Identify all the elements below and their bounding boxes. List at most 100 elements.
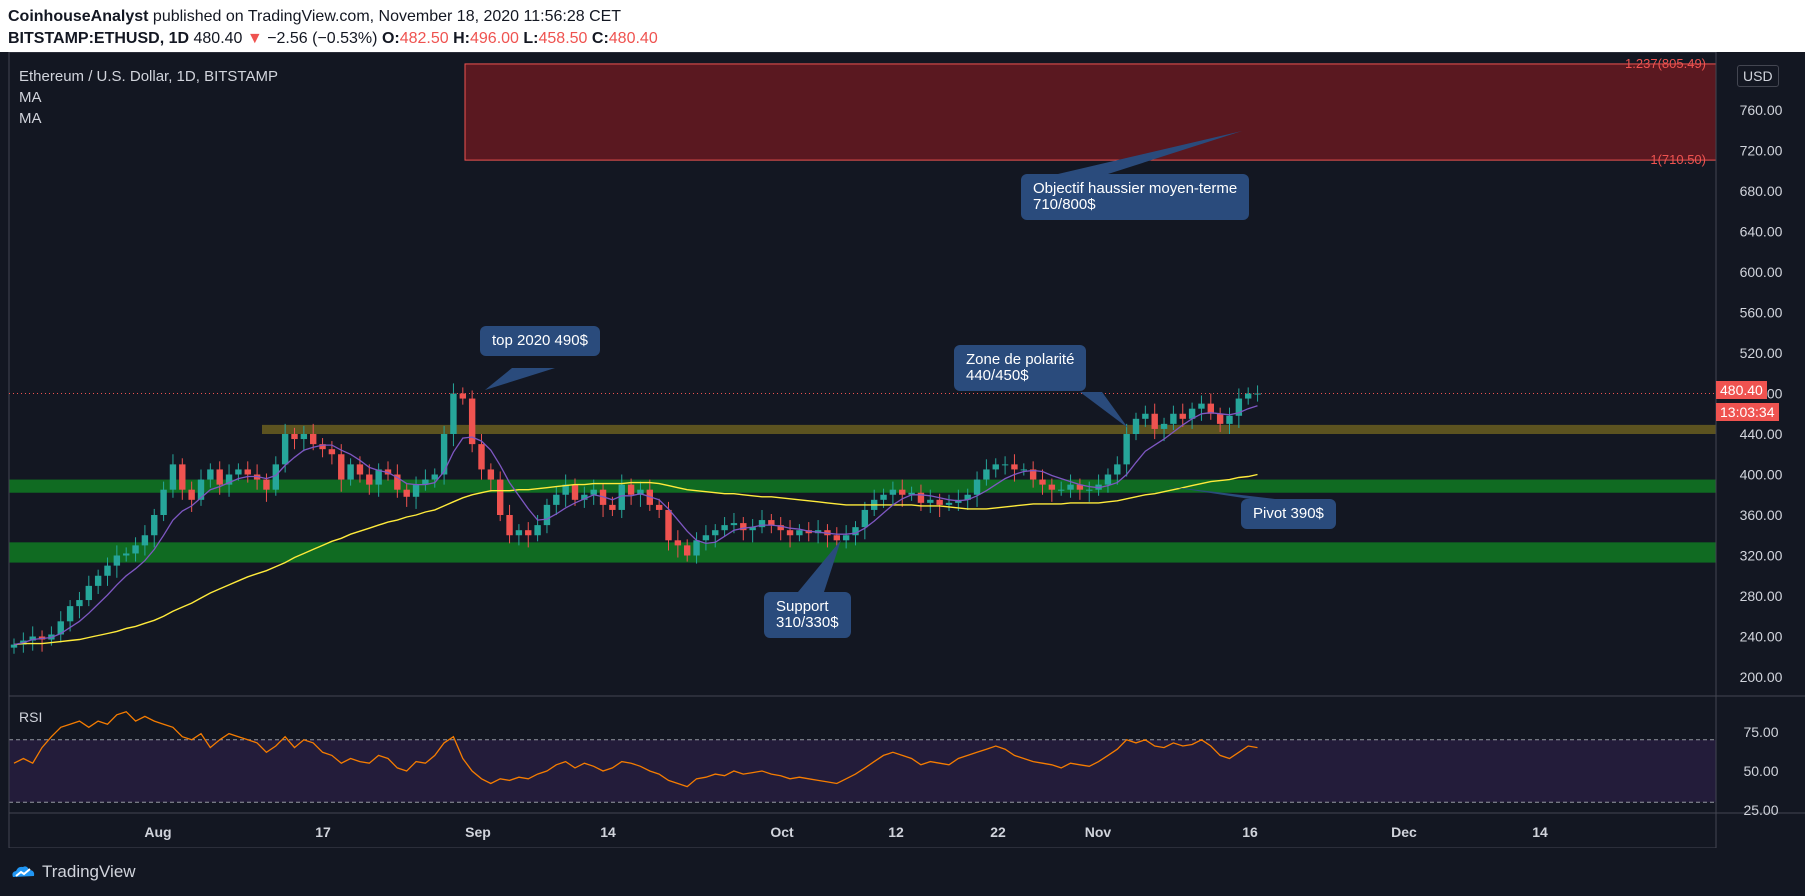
candle[interactable] — [534, 515, 541, 542]
candle[interactable] — [1235, 388, 1243, 428]
candle[interactable] — [543, 498, 551, 534]
candle[interactable] — [1048, 478, 1056, 502]
callout-pivot[interactable]: Pivot 390$ — [1241, 499, 1336, 529]
callout-polarity[interactable]: Zone de polarité 440/450$ — [954, 345, 1087, 391]
candle[interactable] — [207, 463, 214, 488]
candle[interactable] — [796, 524, 803, 542]
candle[interactable] — [1001, 456, 1009, 475]
candle[interactable] — [655, 498, 663, 519]
author-name[interactable]: CoinhouseAnalyst — [8, 8, 149, 25]
candle[interactable] — [440, 425, 448, 485]
candle[interactable] — [497, 471, 504, 522]
candle[interactable] — [786, 520, 794, 548]
candle[interactable] — [889, 481, 897, 505]
candle[interactable] — [712, 524, 719, 548]
candle[interactable] — [1086, 481, 1093, 502]
candle[interactable] — [29, 626, 36, 651]
callout-target[interactable]: Objectif haussier moyen-terme 710/800$ — [1021, 174, 1250, 220]
candle[interactable] — [525, 522, 532, 548]
candle[interactable] — [291, 427, 298, 450]
candle[interactable] — [235, 463, 242, 481]
candle[interactable] — [104, 557, 111, 586]
candle[interactable] — [693, 532, 700, 564]
candle[interactable] — [684, 539, 691, 562]
candle[interactable] — [581, 486, 588, 508]
candle[interactable] — [1039, 469, 1046, 495]
candle[interactable] — [721, 517, 728, 537]
candle[interactable] — [702, 525, 710, 551]
candle[interactable] — [76, 591, 83, 619]
candle[interactable] — [973, 471, 981, 507]
candle[interactable] — [1011, 454, 1018, 482]
candle[interactable] — [347, 458, 354, 486]
candle[interactable] — [1188, 402, 1196, 429]
candle[interactable] — [1245, 387, 1252, 405]
candle[interactable] — [459, 387, 466, 405]
callout-support[interactable]: Support 310/330$ — [764, 592, 851, 638]
candle[interactable] — [1179, 403, 1186, 427]
candle[interactable] — [132, 537, 139, 562]
candle[interactable] — [758, 509, 766, 534]
candle[interactable] — [57, 611, 64, 643]
candle[interactable] — [281, 423, 289, 473]
candle[interactable] — [1132, 412, 1140, 441]
candle[interactable] — [1170, 405, 1177, 430]
candle[interactable] — [1198, 395, 1205, 421]
currency-button[interactable]: USD — [1737, 65, 1779, 87]
candle[interactable] — [113, 545, 121, 578]
candle[interactable] — [1058, 481, 1065, 496]
candle[interactable] — [1114, 456, 1121, 485]
candle[interactable] — [1226, 407, 1233, 434]
tradingview-logo[interactable]: TradingView — [10, 862, 136, 882]
legend-ma2[interactable]: MA — [19, 110, 42, 127]
candle[interactable] — [403, 483, 410, 507]
candle[interactable] — [1020, 463, 1027, 476]
candle[interactable] — [571, 478, 579, 506]
candle[interactable] — [1216, 407, 1224, 432]
candle[interactable] — [10, 638, 18, 654]
candle[interactable] — [768, 513, 775, 534]
candle[interactable] — [384, 461, 392, 481]
candle[interactable] — [506, 504, 513, 544]
candle[interactable] — [66, 600, 74, 632]
candle[interactable] — [665, 501, 672, 551]
price-chart[interactable]: 1.237(805.49) 1(710.50) 200.00 240.00 280.0… — [0, 52, 1805, 848]
candle[interactable] — [141, 525, 149, 556]
candle[interactable] — [244, 461, 251, 483]
candle[interactable] — [123, 547, 130, 562]
legend-ma1[interactable]: MA — [19, 89, 42, 106]
candle[interactable] — [861, 501, 869, 540]
candle[interactable] — [468, 390, 476, 453]
candle[interactable] — [927, 489, 934, 513]
candle[interactable] — [38, 630, 46, 652]
candle[interactable] — [1207, 393, 1214, 420]
candle[interactable] — [225, 464, 233, 497]
candle[interactable] — [431, 468, 438, 488]
candle[interactable] — [151, 508, 158, 548]
candle[interactable] — [1076, 478, 1084, 500]
candle[interactable] — [375, 463, 382, 497]
candle[interactable] — [487, 463, 495, 492]
candle[interactable] — [412, 476, 420, 509]
candle[interactable] — [300, 425, 308, 452]
candle[interactable] — [945, 494, 953, 511]
candle[interactable] — [310, 423, 317, 451]
candle[interactable] — [1123, 423, 1130, 477]
candle[interactable] — [94, 569, 102, 594]
candle[interactable] — [169, 454, 177, 498]
candle[interactable] — [553, 486, 560, 515]
candle[interactable] — [515, 524, 523, 546]
candle[interactable] — [188, 481, 195, 512]
candle[interactable] — [833, 527, 840, 547]
candle[interactable] — [1142, 405, 1149, 427]
candle[interactable] — [674, 530, 682, 558]
candle[interactable] — [450, 383, 457, 447]
candle[interactable] — [1067, 474, 1074, 498]
candle[interactable] — [871, 489, 878, 517]
candle[interactable] — [85, 575, 92, 607]
candle[interactable] — [422, 469, 429, 491]
candle[interactable] — [1151, 403, 1158, 440]
candle[interactable] — [908, 486, 915, 501]
candle[interactable] — [179, 458, 186, 500]
callout-top-2020[interactable]: top 2020 490$ — [480, 326, 600, 356]
